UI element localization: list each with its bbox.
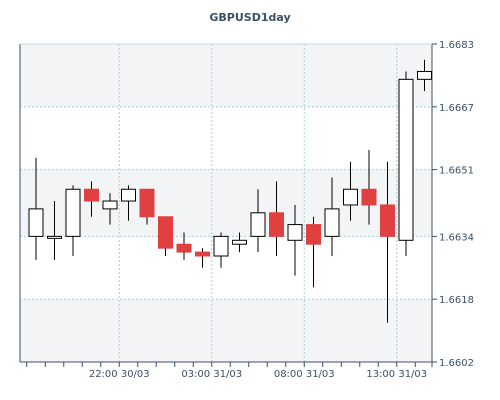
- candle-down: [269, 212, 284, 237]
- candle-up: [324, 208, 340, 237]
- x-tick-label: 22:00 30/03: [89, 369, 150, 380]
- candle-up: [250, 212, 266, 237]
- candle-up: [417, 70, 432, 80]
- chart-title: GBPUSD1day: [209, 11, 291, 24]
- plot-band: [20, 299, 432, 362]
- y-tick-label: 1.6634: [439, 232, 474, 243]
- candle-up: [232, 239, 247, 245]
- candle-down: [195, 251, 210, 257]
- candle-up: [102, 200, 118, 210]
- candle-up: [47, 235, 62, 239]
- candle-down: [306, 224, 321, 245]
- candle-down: [158, 216, 173, 249]
- candle-down: [361, 188, 377, 206]
- candle-up: [287, 224, 303, 241]
- candle-up: [121, 188, 136, 202]
- y-tick-label: 1.6602: [439, 358, 474, 369]
- plot-band: [20, 44, 432, 107]
- candle-up: [65, 188, 81, 237]
- candle-up: [398, 78, 414, 241]
- candle-down: [84, 188, 99, 202]
- y-tick-label: 1.6667: [439, 103, 474, 114]
- y-tick-label: 1.6618: [439, 295, 474, 306]
- candle-up: [28, 208, 44, 237]
- candle-up: [213, 235, 229, 257]
- candle-down: [176, 243, 192, 253]
- y-tick-label: 1.6651: [439, 166, 474, 177]
- x-tick-label: 03:00 31/03: [181, 369, 242, 380]
- x-tick-label: 08:00 31/03: [274, 369, 335, 380]
- x-tick-label: 13:00 31/03: [366, 369, 427, 380]
- y-tick-label: 1.6683: [439, 40, 474, 51]
- candle-down: [380, 204, 395, 237]
- candle-down: [139, 188, 155, 218]
- candle-up: [343, 188, 358, 206]
